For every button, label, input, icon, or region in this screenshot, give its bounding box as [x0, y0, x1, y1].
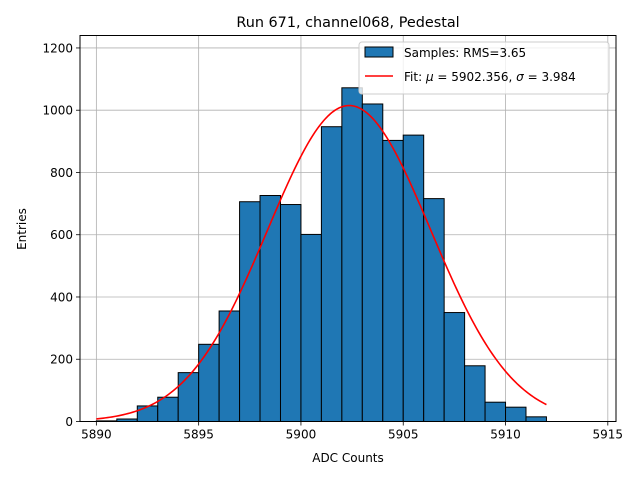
- histogram-bar: [177, 372, 200, 422]
- y-tick-label: 0: [65, 415, 73, 429]
- legend-sigma-value: = 3.984: [524, 70, 576, 84]
- gaussian-fit-curve: [96, 104, 547, 420]
- x-axis-label: ADC Counts: [312, 451, 384, 465]
- axes-frame: [79, 35, 617, 422]
- histogram-bar: [423, 198, 445, 422]
- histogram-bar: [239, 201, 261, 422]
- legend: Samples: RMS=3.65 Fit: μ = 5902.356, σ =…: [358, 41, 610, 95]
- histogram-bar: [136, 405, 159, 423]
- histogram-bars: [95, 87, 547, 423]
- x-tick-label: 5895: [183, 428, 214, 442]
- histogram-bar: [341, 87, 363, 422]
- y-tick-label: 200: [50, 353, 73, 367]
- x-tick-label: 5915: [593, 428, 624, 442]
- y-axis-label: Entries: [15, 208, 29, 250]
- histogram-bar: [484, 401, 507, 423]
- chart-title: Run 671, channel068, Pedestal: [236, 15, 459, 31]
- histogram-bar: [382, 139, 404, 422]
- histogram-bar: [464, 365, 486, 422]
- histogram-bar: [525, 416, 547, 423]
- legend-mu-symbol: μ: [425, 70, 434, 84]
- legend-sigma-symbol: σ: [516, 70, 524, 84]
- y-axis-ticks: 0 200 400 600 800 1000 1200: [42, 41, 80, 429]
- y-tick-label: 400: [50, 290, 73, 304]
- fit-curve-layer: [96, 104, 547, 420]
- histogram-bar: [505, 406, 527, 422]
- histogram-bar: [361, 103, 384, 423]
- y-tick-label: 600: [50, 228, 73, 242]
- x-tick-label: 5910: [490, 428, 521, 442]
- histogram-bar: [259, 195, 281, 422]
- histogram-bar: [279, 204, 302, 422]
- x-tick-label: 5890: [81, 428, 112, 442]
- x-tick-label: 5905: [388, 428, 419, 442]
- legend-samples-patch: [364, 46, 394, 58]
- histogram-bar: [402, 134, 425, 422]
- legend-samples-label: Samples: RMS=3.65: [404, 46, 526, 60]
- legend-fit-label: Fit: μ = 5902.356, σ = 3.984: [404, 70, 576, 84]
- histogram-bar: [157, 396, 179, 423]
- histogram-bar: [198, 343, 220, 422]
- y-tick-label: 1200: [42, 41, 73, 55]
- histogram-bar: [320, 126, 343, 422]
- histogram-bar: [300, 233, 322, 422]
- x-axis-ticks: 5890 5895 5900 5905 5910 5915: [81, 421, 624, 442]
- legend-fit-prefix: Fit:: [404, 70, 426, 84]
- histogram-bar: [443, 312, 466, 423]
- legend-mu-value: = 5902.356,: [434, 70, 517, 84]
- y-tick-label: 1000: [42, 104, 73, 118]
- x-tick-label: 5900: [286, 428, 317, 442]
- y-tick-label: 800: [50, 166, 73, 180]
- legend-box: [358, 41, 610, 95]
